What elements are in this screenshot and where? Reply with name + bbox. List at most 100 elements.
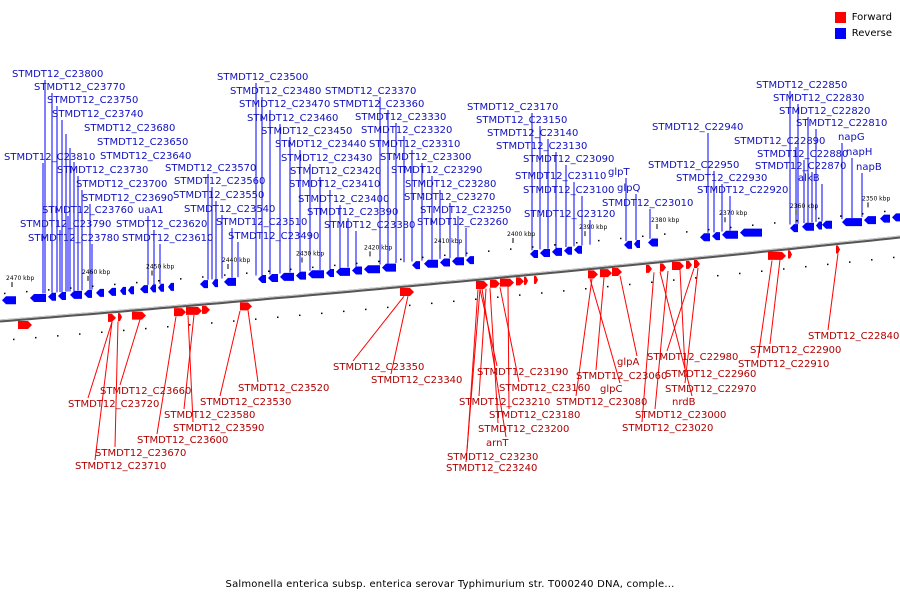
scale-tick-label: 2350 kbp bbox=[862, 195, 890, 202]
reverse-gene-label: STMDT12_C23790 bbox=[20, 219, 111, 230]
guide-dot bbox=[664, 233, 666, 235]
reverse-gene-label: STMDT12_C22890 bbox=[734, 136, 825, 147]
reverse-gene-arrow bbox=[212, 279, 218, 288]
reverse-gene-label: STMDT12_C23500 bbox=[217, 72, 308, 83]
guide-dot bbox=[510, 248, 512, 250]
forward-leader-line bbox=[641, 272, 655, 423]
forward-gene-arrow bbox=[18, 320, 32, 329]
reverse-gene-arrow bbox=[258, 275, 266, 284]
guide-dot bbox=[321, 312, 323, 315]
reverse-gene-label: STMDT12_C23800 bbox=[12, 69, 103, 80]
forward-gene-arrow bbox=[534, 275, 538, 284]
reverse-gene-label: STMDT12_C23090 bbox=[523, 154, 614, 165]
forward-leader-line bbox=[679, 269, 686, 369]
reverse-gene-arrow bbox=[880, 214, 890, 223]
reverse-gene-label: STMDT12_C23170 bbox=[467, 102, 558, 113]
forward-leader-line bbox=[219, 310, 241, 397]
reverse-gene-arrow bbox=[624, 240, 632, 249]
guide-dot bbox=[862, 213, 864, 215]
guide-dot bbox=[620, 237, 622, 240]
forward-leader-line bbox=[684, 267, 699, 384]
guide-dot bbox=[422, 256, 424, 259]
reverse-gene-label: STMDT12_C22940 bbox=[652, 122, 743, 133]
forward-gene-arrow bbox=[788, 250, 792, 259]
forward-gene-arrow bbox=[660, 263, 666, 272]
forward-leader-line bbox=[352, 295, 405, 362]
reverse-gene-arrow bbox=[2, 296, 16, 305]
forward-leader-line bbox=[827, 253, 839, 331]
reverse-gene-label: STMDT12_C23740 bbox=[52, 109, 143, 120]
reverse-gene-label: STMDT12_C22850 bbox=[756, 80, 847, 91]
reverse-gene-arrow bbox=[308, 270, 324, 279]
guide-dot bbox=[695, 277, 697, 279]
reverse-gene-label: STMDT12_C23120 bbox=[524, 209, 615, 220]
forward-leader-line bbox=[595, 277, 605, 371]
reverse-gene-arrow bbox=[96, 288, 104, 297]
forward-gene-label: STMDT12_C23020 bbox=[622, 423, 713, 434]
reverse-gene-label: STMDT12_C23100 bbox=[523, 185, 614, 196]
guide-dot bbox=[409, 304, 411, 307]
reverse-gene-arrow bbox=[892, 213, 900, 222]
guide-dot bbox=[554, 244, 556, 246]
forward-leader-line bbox=[119, 319, 141, 386]
forward-gene-label: nrdB bbox=[672, 397, 696, 408]
guide-dot bbox=[761, 270, 763, 272]
reverse-gene-label: STMDT12_C23470 bbox=[239, 99, 330, 110]
reverse-gene-label: STMDT12_C23310 bbox=[369, 139, 460, 150]
reverse-gene-label: napB bbox=[856, 162, 882, 173]
forward-leader-line bbox=[619, 275, 638, 357]
guide-dot bbox=[576, 242, 578, 244]
guide-dot bbox=[189, 324, 191, 326]
forward-gene-label: STMDT12_C23210 bbox=[459, 397, 550, 408]
forward-gene-label: STMDT12_C23000 bbox=[635, 410, 726, 421]
reverse-gene-arrow bbox=[48, 292, 56, 301]
guide-dot bbox=[299, 314, 301, 317]
guide-dot bbox=[26, 290, 28, 293]
reverse-gene-arrow bbox=[120, 286, 126, 295]
reverse-gene-arrow bbox=[280, 272, 294, 281]
guide-dot bbox=[563, 290, 565, 292]
reverse-gene-arrow bbox=[790, 224, 798, 233]
guide-dot bbox=[400, 258, 402, 261]
reverse-gene-label: STMDT12_C23410 bbox=[289, 179, 380, 190]
reverse-gene-label: STMDT12_C23490 bbox=[228, 231, 319, 242]
reverse-gene-label: STMDT12_C23460 bbox=[247, 113, 338, 124]
forward-gene-label: STMDT12_C23240 bbox=[446, 463, 537, 474]
forward-gene-label: STMDT12_C23060 bbox=[576, 371, 667, 382]
reverse-gene-label: STMDT12_C23480 bbox=[230, 86, 321, 97]
reverse-gene-arrow bbox=[128, 286, 134, 295]
guide-dot bbox=[642, 235, 644, 238]
guide-dot bbox=[79, 333, 81, 335]
reverse-gene-labels: STMDT12_C23800 STMDT12_C23770 STMDT12_C237… bbox=[4, 69, 887, 244]
guide-dot bbox=[739, 272, 741, 275]
guide-dot bbox=[730, 226, 732, 229]
reverse-gene-arrow bbox=[530, 250, 538, 259]
forward-gene-label: STMDT12_C23340 bbox=[371, 375, 462, 386]
reverse-gene-arrow bbox=[740, 228, 762, 237]
reverse-gene-label: STMDT12_C23570 bbox=[165, 163, 256, 174]
reverse-gene-label: STMDT12_C23440 bbox=[275, 139, 366, 150]
guide-dot bbox=[585, 288, 587, 290]
guide-dot bbox=[101, 331, 103, 334]
reverse-gene-label: STMDT12_C23360 bbox=[333, 99, 424, 110]
guide-dot bbox=[268, 270, 270, 272]
legend-reverse-label: Reverse bbox=[851, 27, 892, 39]
forward-gene-arrow bbox=[476, 280, 488, 289]
reverse-gene-label: STMDT12_C23620 bbox=[116, 219, 207, 230]
forward-gene-label: STMDT12_C23660 bbox=[100, 386, 191, 397]
reverse-gene-label: STMDT12_C23510 bbox=[216, 217, 307, 228]
guide-dot bbox=[708, 228, 710, 231]
reverse-gene-arrow bbox=[802, 222, 814, 231]
reverse-gene-arrow bbox=[564, 246, 572, 255]
guide-dot bbox=[607, 285, 609, 288]
forward-gene-arrow bbox=[400, 287, 414, 296]
reverse-gene-label: STMDT12_C23450 bbox=[261, 126, 352, 137]
reverse-gene-label: STMDT12_C23280 bbox=[405, 179, 496, 190]
reverse-gene-arrow bbox=[440, 258, 450, 267]
guide-dot bbox=[827, 263, 829, 266]
forward-gene-label: glpA bbox=[617, 357, 639, 368]
reverse-gene-label: STMDT12_C23250 bbox=[420, 205, 511, 216]
figure-title: Salmonella enterica subsp. enterica sero… bbox=[225, 579, 675, 590]
reverse-gene-arrow bbox=[352, 266, 362, 275]
reverse-gene-arrow bbox=[648, 238, 658, 247]
